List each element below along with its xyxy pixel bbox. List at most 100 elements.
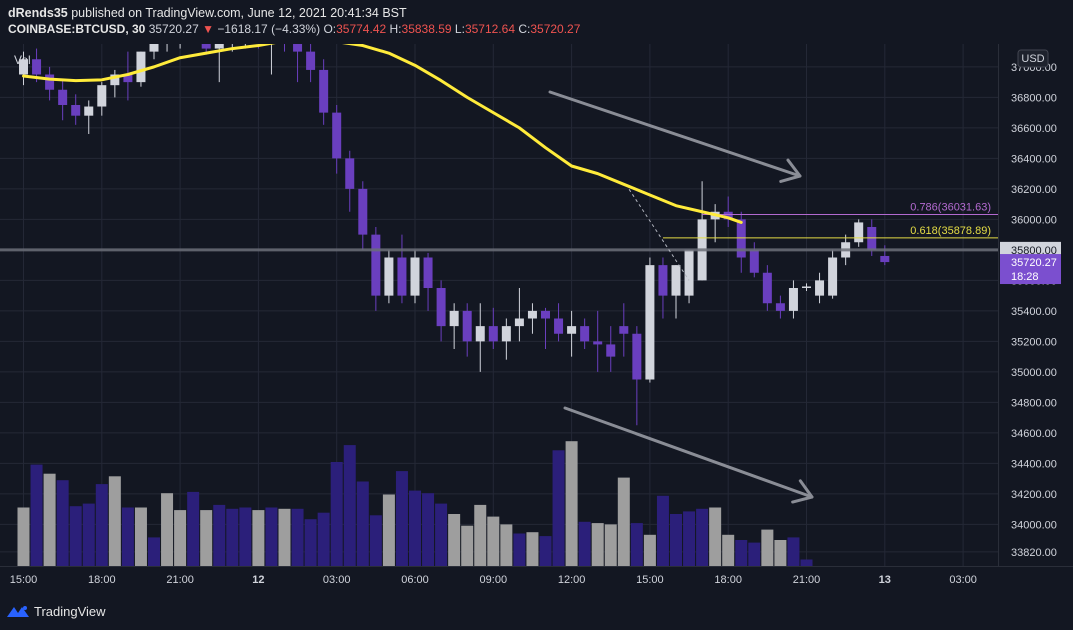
high-label: H:: [389, 22, 402, 36]
volume-bar: [448, 514, 461, 566]
candle-body: [214, 44, 224, 49]
volume-bar: [722, 534, 735, 566]
time-tick-label: 09:00: [480, 574, 508, 586]
last-price: 35720.27: [148, 22, 199, 36]
candle-body: [228, 36, 237, 44]
price-tick-label: 35400.00: [1011, 306, 1057, 318]
volume-bar: [304, 519, 317, 566]
volume-bar: [239, 507, 252, 566]
price-tick-label: 36600.00: [1011, 123, 1057, 135]
candle-body: [488, 326, 498, 342]
volume-bar: [278, 508, 291, 566]
volume-bar: [121, 507, 134, 566]
publish-text: published on TradingView.com, June 12, 2…: [71, 6, 407, 20]
volume-bar: [591, 523, 604, 566]
candle-body: [580, 326, 590, 342]
volume-bar: [643, 534, 656, 566]
chart-overlays: 0.786(36031.63) 0.618(35878.89): [0, 44, 998, 504]
author-name[interactable]: dRends35: [8, 6, 68, 20]
candle-body: [384, 257, 394, 296]
volume-bars: [17, 441, 813, 566]
volume-bar: [369, 515, 382, 566]
candle-body: [619, 326, 629, 334]
candle-body: [514, 318, 524, 327]
volume-bar: [174, 510, 187, 566]
price-tick-label: 36000.00: [1011, 214, 1057, 226]
volume-bar: [226, 508, 239, 566]
candle-body: [475, 326, 485, 342]
candle-body: [319, 69, 329, 113]
price-tick-label: 36200.00: [1011, 184, 1057, 196]
current-price-label: 35720.27: [1011, 257, 1057, 269]
candle-body: [541, 310, 550, 319]
volume-bar: [330, 462, 343, 566]
price-tick-label: 35000.00: [1011, 367, 1057, 379]
volume-bar: [761, 529, 774, 566]
time-tick-label: 03:00: [323, 574, 351, 586]
time-tick-label: 15:00: [636, 574, 664, 586]
candle-body: [293, 44, 303, 52]
candle-body: [632, 333, 642, 380]
candle-body: [201, 44, 211, 49]
volume-bar: [774, 540, 787, 566]
volume-bar: [787, 537, 800, 566]
candle-body: [254, 29, 263, 43]
candle-body: [684, 249, 694, 296]
volume-bar: [134, 507, 147, 566]
candle-body: [462, 310, 472, 342]
candle-body: [241, 29, 250, 37]
price-tick-label: 36400.00: [1011, 153, 1057, 165]
candle-body: [527, 310, 537, 319]
volume-bar: [565, 441, 578, 566]
volume-bar: [200, 510, 213, 566]
candle-body: [802, 286, 811, 288]
volume-bar: [95, 484, 108, 566]
price-trend-arrow: [548, 90, 802, 183]
time-tick-label: 06:00: [401, 574, 429, 586]
time-tick-label: 18:00: [714, 574, 742, 586]
chart-axes: Vol37000.0036800.0036600.0036400.0036200…: [0, 44, 1073, 586]
tradingview-logo-icon: [7, 606, 29, 617]
candle-body: [749, 249, 759, 273]
time-tick-label: 12: [252, 574, 264, 586]
volume-bar: [735, 540, 748, 566]
symbol-label[interactable]: COINBASE:BTCUSD, 30: [8, 22, 146, 36]
candle-body: [775, 303, 785, 311]
volume-bar: [552, 450, 565, 566]
volume-bar: [30, 464, 43, 566]
candle-body: [58, 89, 68, 105]
fib-trend-line: [625, 184, 690, 281]
volume-bar: [474, 504, 487, 566]
candle-body: [136, 51, 146, 83]
candle-body: [32, 59, 42, 75]
candle-body: [371, 234, 381, 296]
candle-body: [449, 310, 459, 327]
change-arrow-icon: ▼: [202, 22, 214, 36]
candle-body: [723, 211, 733, 220]
low-value: 35712.64: [464, 22, 515, 36]
candle-body: [815, 280, 825, 296]
volume-bar: [108, 476, 121, 566]
time-tick-label: 21:00: [793, 574, 821, 586]
moving-average-line: [22, 44, 743, 224]
tradingview-footer: TradingView: [6, 600, 106, 622]
brand-name[interactable]: TradingView: [34, 603, 106, 619]
price-tick-label: 34600.00: [1011, 428, 1057, 440]
time-tick-label: 18:00: [88, 574, 116, 586]
volume-bar: [526, 532, 539, 566]
volume-bar: [748, 542, 761, 566]
currency-badge: [1017, 49, 1049, 68]
volume-bar: [513, 533, 526, 566]
volume-bar: [56, 480, 69, 566]
candle-body: [332, 112, 342, 159]
price-change: −1618.17 (−4.33%): [217, 22, 321, 36]
volume-bar: [461, 525, 474, 566]
candle-body: [854, 222, 864, 243]
fib-level-label: 0.618(35878.89): [910, 225, 991, 237]
candle-body: [149, 44, 159, 52]
candle-body: [788, 288, 798, 311]
candle-body: [436, 288, 446, 327]
time-tick-label: 12:00: [558, 574, 586, 586]
volume-bar: [800, 559, 813, 566]
